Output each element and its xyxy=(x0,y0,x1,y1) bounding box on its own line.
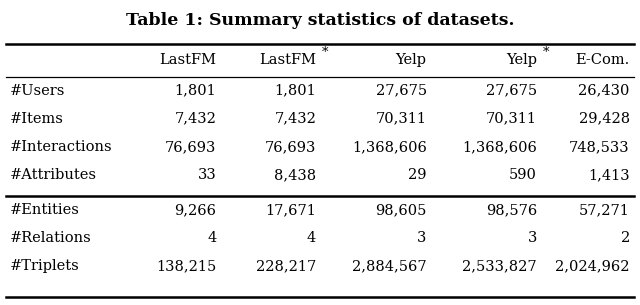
Text: 3: 3 xyxy=(528,231,537,245)
Text: #Users: #Users xyxy=(10,84,66,98)
Text: *: * xyxy=(321,46,328,59)
Text: 2,024,962: 2,024,962 xyxy=(556,260,630,274)
Text: 2,533,827: 2,533,827 xyxy=(463,260,537,274)
Text: 138,215: 138,215 xyxy=(156,260,216,274)
Text: 98,576: 98,576 xyxy=(486,203,537,217)
Text: 27,675: 27,675 xyxy=(486,84,537,98)
Text: 1,801: 1,801 xyxy=(275,84,316,98)
Text: LastFM: LastFM xyxy=(259,53,316,67)
Text: 1,413: 1,413 xyxy=(588,168,630,182)
Text: #Relations: #Relations xyxy=(10,231,92,245)
Text: #Entities: #Entities xyxy=(10,203,80,217)
Text: 2,884,567: 2,884,567 xyxy=(352,260,427,274)
Text: 590: 590 xyxy=(509,168,537,182)
Text: 3: 3 xyxy=(417,231,427,245)
Text: Table 1: Summary statistics of datasets.: Table 1: Summary statistics of datasets. xyxy=(125,12,515,29)
Text: 4: 4 xyxy=(207,231,216,245)
Text: Yelp: Yelp xyxy=(396,53,427,67)
Text: 33: 33 xyxy=(198,168,216,182)
Text: 2: 2 xyxy=(621,231,630,245)
Text: 8,438: 8,438 xyxy=(274,168,316,182)
Text: #Interactions: #Interactions xyxy=(10,140,113,154)
Text: 98,605: 98,605 xyxy=(375,203,427,217)
Text: 7,432: 7,432 xyxy=(275,112,316,126)
Text: 26,430: 26,430 xyxy=(579,84,630,98)
Text: 9,266: 9,266 xyxy=(174,203,216,217)
Text: 748,533: 748,533 xyxy=(569,140,630,154)
Text: 76,693: 76,693 xyxy=(165,140,216,154)
Text: 1,368,606: 1,368,606 xyxy=(352,140,427,154)
Text: 27,675: 27,675 xyxy=(376,84,427,98)
Text: 29: 29 xyxy=(408,168,427,182)
Text: 7,432: 7,432 xyxy=(175,112,216,126)
Text: LastFM: LastFM xyxy=(159,53,216,67)
Text: 76,693: 76,693 xyxy=(265,140,316,154)
Text: 70,311: 70,311 xyxy=(376,112,427,126)
Text: 228,217: 228,217 xyxy=(256,260,316,274)
Text: #Triplets: #Triplets xyxy=(10,260,80,274)
Text: 1,801: 1,801 xyxy=(175,84,216,98)
Text: 17,671: 17,671 xyxy=(266,203,316,217)
Text: *: * xyxy=(543,46,549,59)
Text: 1,368,606: 1,368,606 xyxy=(462,140,537,154)
Text: 4: 4 xyxy=(307,231,316,245)
Text: 57,271: 57,271 xyxy=(579,203,630,217)
Text: Yelp: Yelp xyxy=(506,53,537,67)
Text: 29,428: 29,428 xyxy=(579,112,630,126)
Text: #Attributes: #Attributes xyxy=(10,168,97,182)
Text: 70,311: 70,311 xyxy=(486,112,537,126)
Text: #Items: #Items xyxy=(10,112,64,126)
Text: E-Com.: E-Com. xyxy=(575,53,630,67)
